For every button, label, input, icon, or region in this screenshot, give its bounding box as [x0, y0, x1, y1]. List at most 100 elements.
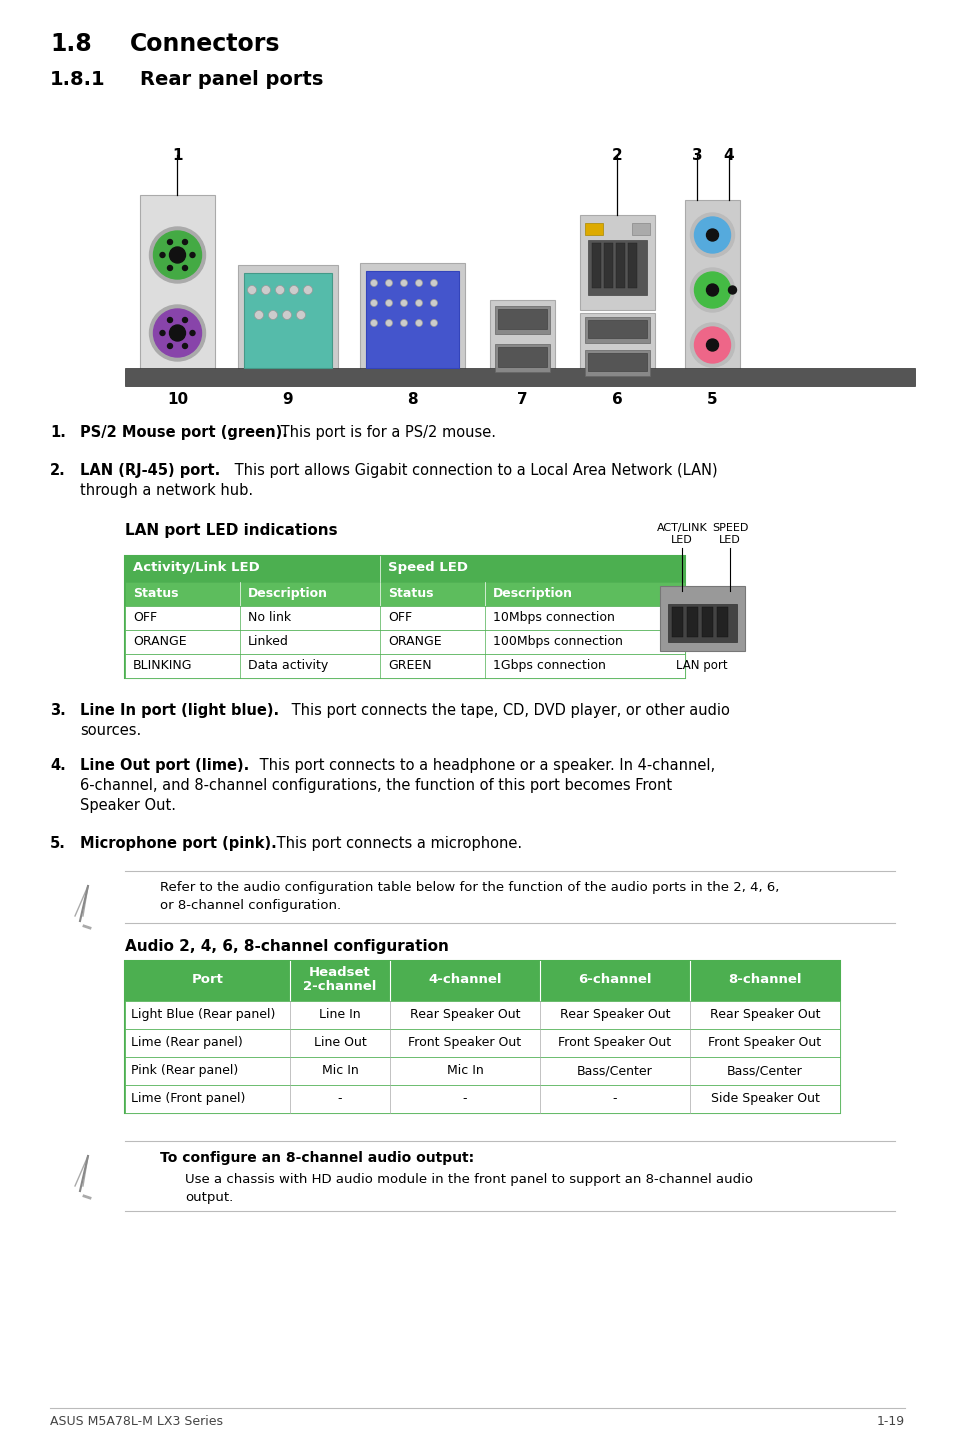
- Text: Rear Speaker Out: Rear Speaker Out: [709, 1008, 820, 1021]
- Text: ORANGE: ORANGE: [388, 634, 441, 649]
- Text: 1Gbps connection: 1Gbps connection: [493, 659, 605, 672]
- Bar: [125, 1085, 840, 1113]
- Text: Bass/Center: Bass/Center: [726, 1064, 802, 1077]
- Circle shape: [182, 318, 188, 322]
- Circle shape: [430, 319, 437, 326]
- Circle shape: [296, 311, 305, 319]
- Circle shape: [150, 305, 205, 361]
- Bar: [631, 223, 649, 235]
- Text: or 8-channel configuration.: or 8-channel configuration.: [160, 899, 341, 912]
- Text: SPEED: SPEED: [711, 523, 747, 533]
- Bar: [244, 274, 332, 368]
- Circle shape: [706, 229, 718, 241]
- Text: -: -: [337, 1093, 342, 1106]
- Text: No link: No link: [248, 611, 291, 624]
- Bar: [125, 961, 840, 1001]
- Text: BLINKING: BLINKING: [132, 659, 193, 672]
- Text: Connectors: Connectors: [130, 32, 280, 56]
- Text: 3.: 3.: [50, 703, 66, 717]
- Bar: [592, 243, 600, 288]
- Text: 3: 3: [691, 147, 701, 163]
- Text: LAN port: LAN port: [676, 659, 727, 672]
- Text: sources.: sources.: [80, 723, 141, 737]
- Circle shape: [690, 213, 734, 256]
- Text: -: -: [462, 1093, 467, 1106]
- Bar: [125, 368, 914, 387]
- Text: 5: 5: [706, 392, 717, 407]
- Circle shape: [168, 318, 172, 322]
- Text: through a network hub.: through a network hub.: [80, 483, 253, 498]
- Text: Use a chassis with HD audio module in the front panel to support an 8-channel au: Use a chassis with HD audio module in th…: [185, 1173, 752, 1186]
- Bar: [125, 556, 684, 581]
- Circle shape: [168, 344, 172, 348]
- Text: Activity/Link LED: Activity/Link LED: [132, 561, 259, 574]
- Text: Lime (Rear panel): Lime (Rear panel): [131, 1035, 242, 1050]
- Text: Light Blue (Rear panel): Light Blue (Rear panel): [131, 1008, 275, 1021]
- Circle shape: [289, 285, 298, 295]
- Text: Port: Port: [192, 972, 223, 987]
- Text: Linked: Linked: [248, 634, 289, 649]
- Bar: [616, 243, 624, 288]
- Text: 6: 6: [612, 392, 622, 407]
- Text: Audio 2, 4, 6, 8-channel configuration: Audio 2, 4, 6, 8-channel configuration: [125, 939, 449, 954]
- Circle shape: [694, 272, 730, 308]
- Circle shape: [400, 299, 407, 306]
- Circle shape: [694, 326, 730, 362]
- Bar: [717, 607, 727, 637]
- Circle shape: [190, 331, 194, 335]
- Text: LED: LED: [719, 536, 740, 546]
- Text: Mic In: Mic In: [446, 1064, 483, 1077]
- Circle shape: [416, 299, 422, 306]
- Text: GREEN: GREEN: [388, 659, 431, 672]
- Text: 2-channel: 2-channel: [303, 979, 376, 992]
- Circle shape: [150, 228, 205, 284]
- Text: Microphone port (pink).: Microphone port (pink).: [80, 836, 276, 851]
- Text: Front Speaker Out: Front Speaker Out: [558, 1035, 671, 1050]
- Text: Status: Status: [132, 587, 178, 600]
- Text: 1: 1: [172, 147, 183, 163]
- Circle shape: [168, 265, 172, 271]
- Bar: [125, 654, 684, 677]
- Text: Headset: Headset: [309, 967, 371, 979]
- Bar: [495, 344, 550, 372]
- Circle shape: [170, 246, 185, 263]
- Circle shape: [385, 319, 392, 326]
- Circle shape: [370, 319, 377, 326]
- Text: -: -: [612, 1093, 617, 1106]
- Text: Data activity: Data activity: [248, 659, 328, 672]
- Circle shape: [182, 344, 188, 348]
- Bar: [490, 299, 555, 382]
- Circle shape: [247, 285, 256, 295]
- Circle shape: [268, 311, 277, 319]
- Text: LED: LED: [670, 536, 692, 546]
- Text: 2.: 2.: [50, 463, 66, 478]
- Text: Lime (Front panel): Lime (Front panel): [131, 1093, 245, 1106]
- Circle shape: [385, 299, 392, 306]
- Circle shape: [170, 325, 185, 341]
- Bar: [366, 271, 458, 368]
- Text: LAN port LED indications: LAN port LED indications: [125, 523, 337, 538]
- Text: Description: Description: [493, 587, 573, 600]
- Circle shape: [385, 279, 392, 286]
- Text: ACT/LINK: ACT/LINK: [656, 523, 706, 533]
- Bar: [667, 604, 737, 642]
- Bar: [125, 556, 684, 677]
- Text: Speaker Out.: Speaker Out.: [80, 798, 175, 813]
- Bar: [701, 607, 712, 637]
- Text: 8: 8: [407, 392, 417, 407]
- Bar: [125, 961, 840, 1113]
- Text: 1.8.1: 1.8.1: [50, 70, 106, 89]
- Circle shape: [182, 239, 188, 245]
- Text: Front Speaker Out: Front Speaker Out: [708, 1035, 821, 1050]
- Bar: [671, 607, 682, 637]
- Text: PS/2 Mouse port (green).: PS/2 Mouse port (green).: [80, 425, 288, 440]
- Text: Front Speaker Out: Front Speaker Out: [408, 1035, 521, 1050]
- Bar: [603, 243, 613, 288]
- Text: 9: 9: [282, 392, 293, 407]
- Circle shape: [706, 339, 718, 351]
- Text: Pink (Rear panel): Pink (Rear panel): [131, 1064, 238, 1077]
- Circle shape: [690, 268, 734, 312]
- Bar: [579, 314, 655, 385]
- Text: 10Mbps connection: 10Mbps connection: [493, 611, 615, 624]
- Text: Speed LED: Speed LED: [388, 561, 468, 574]
